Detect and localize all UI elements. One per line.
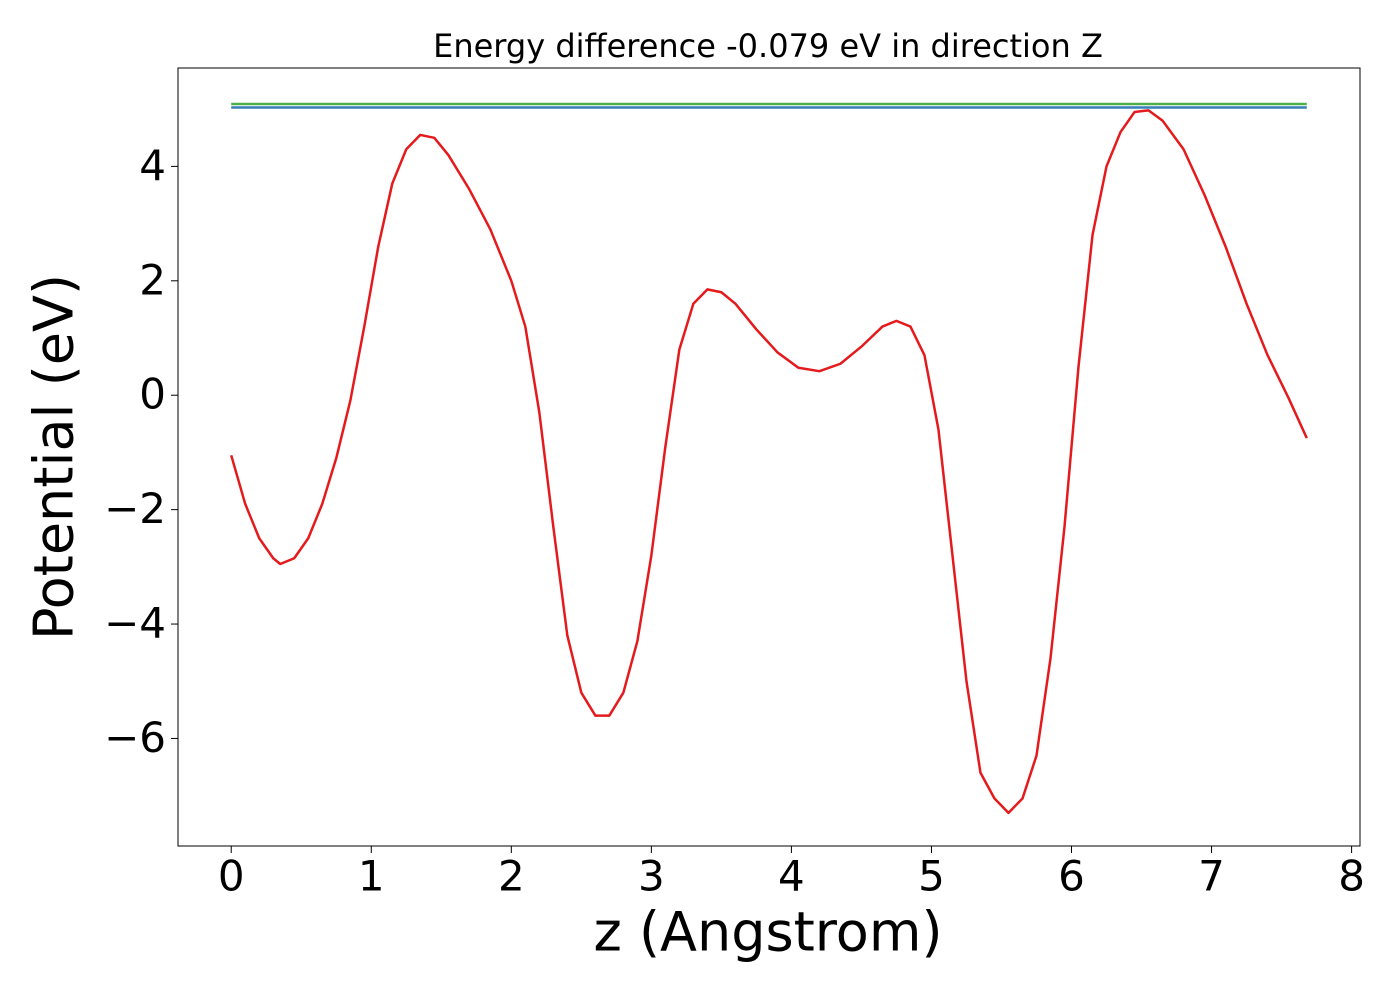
x-tick-label: 7 — [1198, 852, 1225, 901]
y-tick-label: 0 — [139, 370, 166, 419]
series-line — [230, 109, 1308, 815]
y-tick-label: 2 — [139, 255, 166, 304]
x-tick-label: 4 — [778, 852, 805, 901]
y-tick-label: −2 — [104, 484, 166, 533]
chart-title: Energy difference -0.079 eV in direction… — [433, 27, 1103, 65]
y-tick-label: −6 — [104, 713, 166, 762]
y-tick-label: −4 — [104, 599, 166, 648]
x-tick-label: 3 — [638, 852, 665, 901]
plot-frame — [177, 67, 1361, 847]
y-tick-label: 4 — [139, 141, 166, 190]
x-tick-label: 5 — [918, 852, 945, 901]
x-tick-label: 2 — [498, 852, 525, 901]
y-axis-label: Potential (eV) — [23, 274, 86, 640]
x-tick-label: 0 — [218, 852, 245, 901]
x-axis-label: z (Angstrom) — [593, 901, 942, 964]
x-tick-label: 6 — [1058, 852, 1085, 901]
x-tick-label: 8 — [1338, 852, 1365, 901]
x-tick-label: 1 — [358, 852, 385, 901]
